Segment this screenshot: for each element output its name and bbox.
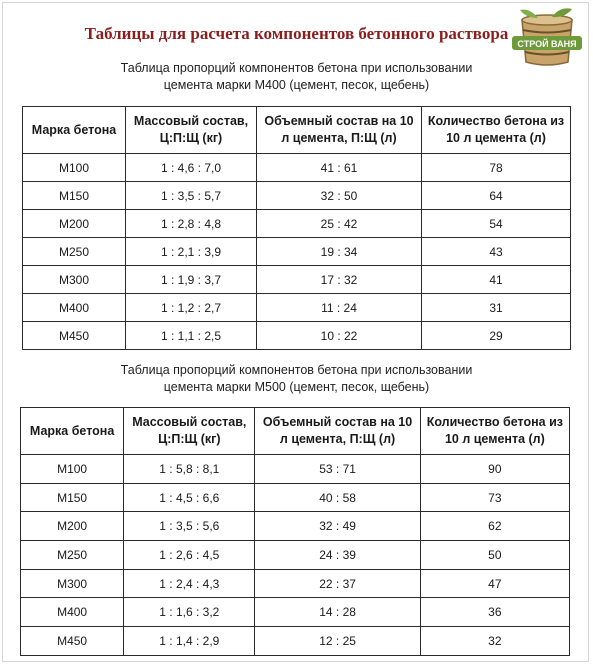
cell-volume: 10 : 22 — [256, 321, 422, 350]
table-row: М200 1 : 2,8 : 4,8 25 : 42 54 — [22, 209, 571, 238]
table-header-row: Марка бетона Массовый состав, Ц:П:Щ (кг)… — [19, 407, 571, 455]
cell-yield: 29 — [421, 321, 571, 350]
bucket-logo-icon: СТРОЙ ВАНЯ — [508, 6, 586, 70]
table-row: М250 1 : 2,1 : 3,9 19 : 34 43 — [22, 237, 571, 266]
cell-mass: 1 : 3,5 : 5,6 — [123, 511, 256, 542]
cell-grade: М200 — [22, 209, 126, 238]
table-row: М450 1 : 1,4 : 2,9 12 : 25 32 — [19, 626, 571, 656]
cell-grade: М400 — [19, 597, 125, 628]
table-row: М400 1 : 1,6 : 3,2 14 : 28 36 — [19, 597, 571, 628]
cell-yield: 31 — [421, 293, 571, 322]
cell-grade: М450 — [19, 626, 125, 656]
cell-yield: 90 — [419, 454, 571, 484]
cell-yield: 54 — [421, 209, 571, 238]
cell-volume: 17 : 32 — [256, 265, 422, 294]
cell-volume: 53 : 71 — [254, 454, 421, 484]
header-volume-composition: Объемный состав на 10 л цемента, П:Щ (л) — [256, 106, 422, 154]
table-caption-line2: цемента марки М400 (цемент, песок, щебен… — [163, 78, 430, 92]
cell-yield: 73 — [419, 482, 571, 513]
cell-volume: 41 : 61 — [256, 153, 422, 182]
cell-grade: М250 — [19, 540, 125, 570]
cell-grade: М300 — [19, 568, 125, 599]
cell-volume: 24 : 39 — [254, 540, 421, 570]
cell-grade: М100 — [19, 454, 125, 484]
table-row: М150 1 : 3,5 : 5,7 32 : 50 64 — [22, 181, 571, 210]
cell-mass: 1 : 1,2 : 2,7 — [125, 293, 257, 322]
cell-mass: 1 : 2,4 : 4,3 — [123, 568, 256, 599]
cell-volume: 11 : 24 — [256, 293, 422, 322]
cell-grade: М100 — [22, 153, 126, 182]
table-row: М450 1 : 1,1 : 2,5 10 : 22 29 — [22, 321, 571, 350]
cell-yield: 64 — [421, 181, 571, 210]
table-caption: Таблица пропорций компонентов бетона при… — [0, 362, 593, 396]
header-mass-composition: Массовый состав, Ц:П:Щ (кг) — [123, 407, 256, 455]
cell-volume: 32 : 49 — [254, 511, 421, 542]
cell-mass: 1 : 3,5 : 5,7 — [125, 181, 257, 210]
cell-mass: 1 : 1,1 : 2,5 — [125, 321, 257, 350]
cell-mass: 1 : 1,9 : 3,7 — [125, 265, 257, 294]
cell-grade: М450 — [22, 321, 126, 350]
table-caption-line2: цемента марки М500 (цемент, песок, щебен… — [163, 380, 430, 394]
cell-yield: 78 — [421, 153, 571, 182]
cell-yield: 36 — [419, 597, 571, 628]
table-row: М150 1 : 4,5 : 6,6 40 : 58 73 — [19, 482, 571, 513]
cell-volume: 14 : 28 — [254, 597, 421, 628]
cell-grade: М150 — [22, 181, 126, 210]
table-caption-line1: Таблица пропорций компонентов бетона при… — [120, 363, 473, 377]
logo-text: СТРОЙ ВАНЯ — [517, 38, 576, 49]
cell-mass: 1 : 2,8 : 4,8 — [125, 209, 257, 238]
cell-yield: 50 — [419, 540, 571, 570]
cell-mass: 1 : 5,8 : 8,1 — [123, 454, 256, 484]
cell-volume: 32 : 50 — [256, 181, 422, 210]
table-header-row: Марка бетона Массовый состав, Ц:П:Щ (кг)… — [22, 106, 571, 154]
header-grade: Марка бетона — [19, 407, 125, 455]
table-row: М400 1 : 1,2 : 2,7 11 : 24 31 — [22, 293, 571, 322]
cell-mass: 1 : 2,1 : 3,9 — [125, 237, 257, 266]
cell-yield: 62 — [419, 511, 571, 542]
cell-yield: 41 — [421, 265, 571, 294]
cell-grade: М250 — [22, 237, 126, 266]
cell-grade: М200 — [19, 511, 125, 542]
header-concrete-yield: Количество бетона из 10 л цемента (л) — [421, 106, 571, 154]
cell-volume: 19 : 34 — [256, 237, 422, 266]
proportions-table-m500: Марка бетона Массовый состав, Ц:П:Щ (кг)… — [19, 407, 571, 656]
table-caption-line1: Таблица пропорций компонентов бетона при… — [120, 61, 473, 75]
proportions-table-m400: Марка бетона Массовый состав, Ц:П:Щ (кг)… — [22, 106, 571, 350]
cell-mass: 1 : 2,6 : 4,5 — [123, 540, 256, 570]
header-grade: Марка бетона — [22, 106, 126, 154]
header-concrete-yield: Количество бетона из 10 л цемента (л) — [419, 407, 571, 455]
table-row: М250 1 : 2,6 : 4,5 24 : 39 50 — [19, 540, 571, 570]
cell-grade: М150 — [19, 482, 125, 513]
cell-mass: 1 : 4,5 : 6,6 — [123, 482, 256, 513]
cell-yield: 47 — [419, 568, 571, 599]
cell-mass: 1 : 1,4 : 2,9 — [123, 626, 256, 656]
table-row: М300 1 : 1,9 : 3,7 17 : 32 41 — [22, 265, 571, 294]
cell-volume: 12 : 25 — [254, 626, 421, 656]
table-row: М100 1 : 5,8 : 8,1 53 : 71 90 — [19, 454, 571, 484]
table-row: М100 1 : 4,6 : 7,0 41 : 61 78 — [22, 153, 571, 182]
cell-mass: 1 : 1,6 : 3,2 — [123, 597, 256, 628]
cell-yield: 43 — [421, 237, 571, 266]
page-title: Таблицы для расчета компонентов бетонног… — [84, 24, 509, 43]
header-volume-composition: Объемный состав на 10 л цемента, П:Щ (л) — [254, 407, 421, 455]
table-row: М300 1 : 2,4 : 4,3 22 : 37 47 — [19, 568, 571, 599]
table-row: М200 1 : 3,5 : 5,6 32 : 49 62 — [19, 511, 571, 542]
cell-mass: 1 : 4,6 : 7,0 — [125, 153, 257, 182]
table-caption: Таблица пропорций компонентов бетона при… — [0, 60, 593, 94]
cell-grade: М300 — [22, 265, 126, 294]
cell-yield: 32 — [419, 626, 571, 656]
cell-volume: 25 : 42 — [256, 209, 422, 238]
cell-grade: М400 — [22, 293, 126, 322]
header-mass-composition: Массовый состав, Ц:П:Щ (кг) — [125, 106, 257, 154]
cell-volume: 40 : 58 — [254, 482, 421, 513]
cell-volume: 22 : 37 — [254, 568, 421, 599]
